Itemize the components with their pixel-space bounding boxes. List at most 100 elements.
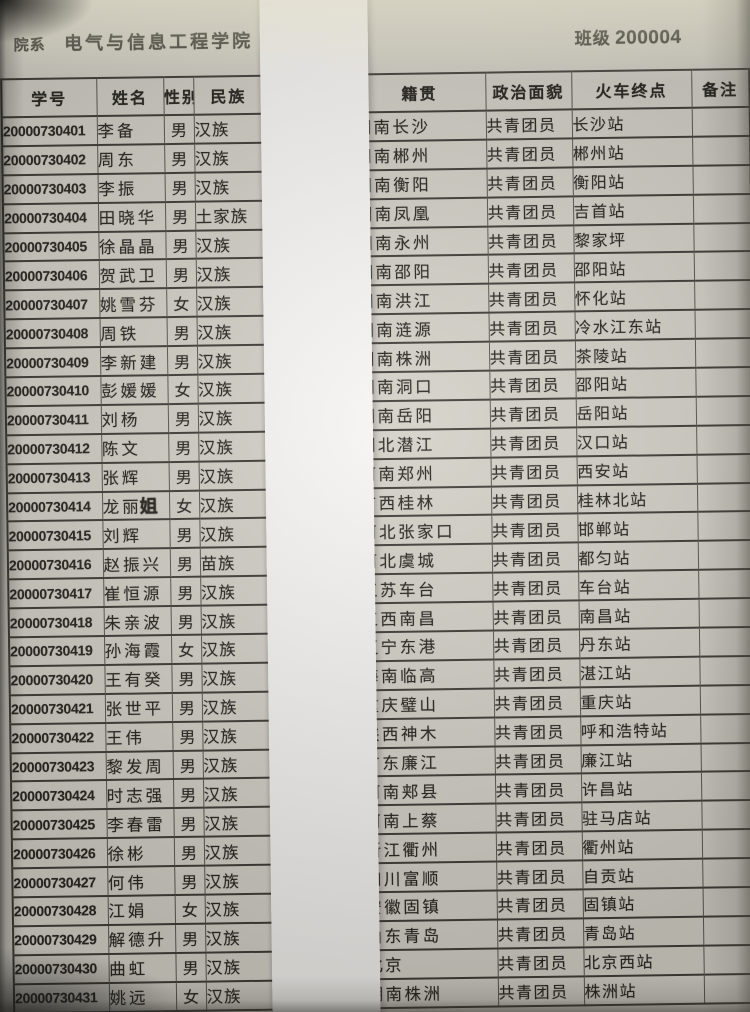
cell-student-id: 20000730426 — [11, 838, 108, 869]
cell-native-place: 湖南岳阳 — [357, 399, 491, 431]
cell-remark — [693, 251, 750, 282]
cell-student-id: 20000730414 — [6, 491, 103, 522]
cell-student-id: 20000730416 — [7, 549, 104, 580]
cell-gender: 女 — [168, 490, 200, 520]
cell-name: 姚雪芬 — [99, 288, 167, 319]
cell-political-status: 共青团员 — [496, 918, 584, 949]
cell-native-place: 广东廉江 — [362, 746, 495, 777]
column-header: 姓名 — [96, 77, 164, 117]
cell-gender: 男 — [170, 605, 201, 636]
cell-remark — [702, 858, 750, 888]
cell-native-place: 浙江衢州 — [363, 832, 497, 864]
cell-ethnicity: 汉族 — [202, 749, 273, 780]
cell-gender: 女 — [175, 981, 207, 1011]
cell-train-terminal: 邵阳站 — [573, 252, 695, 283]
cell-gender: 男 — [168, 432, 199, 462]
cell-political-status: 共青团员 — [490, 456, 577, 487]
cell-ethnicity: 汉族 — [200, 604, 271, 635]
cell-political-status: 共青团员 — [488, 282, 575, 313]
column-header: 籍贯 — [353, 72, 486, 113]
cell-train-terminal: 丹东站 — [578, 627, 700, 659]
cell-ethnicity: 汉族 — [198, 489, 270, 520]
cell-native-place: 湖北潜江 — [358, 428, 491, 460]
cell-ethnicity: 汉族 — [205, 980, 277, 1011]
cell-name: 江娟 — [107, 895, 176, 925]
cell-remark — [694, 280, 750, 310]
cell-train-terminal: 驻马店站 — [581, 801, 702, 832]
cell-gender: 男 — [171, 692, 203, 722]
cell-student-id: 20000730422 — [10, 722, 106, 753]
cell-ethnicity: 汉族 — [204, 893, 275, 924]
cell-name: 龙丽姐 — [101, 490, 170, 521]
cell-train-terminal: 岳阳站 — [575, 396, 697, 428]
cell-student-id: 20000730423 — [10, 751, 106, 782]
cell-gender: 男 — [169, 548, 201, 578]
cell-political-status: 共青团员 — [494, 744, 581, 776]
cell-name: 刘杨 — [100, 403, 169, 434]
cell-native-place: 河北虞城 — [359, 543, 493, 575]
cell-train-terminal: 呼和浩特站 — [580, 714, 701, 745]
cell-remark — [694, 338, 750, 368]
cell-native-place: 陕西神木 — [362, 717, 495, 749]
cell-political-status: 共青团员 — [493, 687, 581, 718]
cell-ethnicity: 汉族 — [199, 518, 270, 549]
column-header: 火车终点 — [571, 69, 692, 110]
cell-ethnicity: 汉族 — [203, 835, 275, 866]
cell-name: 徐晶晶 — [98, 230, 166, 261]
cell-name: 赵振兴 — [102, 548, 171, 579]
cell-gender: 男 — [164, 201, 196, 231]
cell-political-status: 共青团员 — [487, 224, 574, 256]
cell-native-place: 湖南株洲 — [356, 341, 490, 373]
cell-remark — [692, 164, 750, 195]
cell-remark — [700, 713, 750, 744]
cell-remark — [696, 424, 750, 455]
cell-train-terminal: 吉首站 — [572, 194, 694, 225]
cell-ethnicity: 汉族 — [197, 373, 268, 404]
cell-train-terminal: 湛江站 — [579, 656, 700, 688]
cell-remark — [701, 800, 750, 830]
cell-political-status: 共青团员 — [489, 398, 577, 429]
cell-student-id: 20000730401 — [1, 116, 98, 147]
cell-train-terminal: 邯郸站 — [577, 512, 698, 543]
cell-train-terminal: 黎家坪 — [573, 223, 694, 254]
cell-remark — [701, 829, 750, 859]
cell-political-status: 共青团员 — [486, 138, 573, 169]
cell-political-status: 共青团员 — [496, 889, 583, 920]
cell-political-status: 共青团员 — [486, 196, 574, 227]
cell-train-terminal: 怀化站 — [574, 281, 695, 312]
cell-train-terminal: 郴州站 — [572, 136, 693, 168]
cell-remark — [696, 453, 750, 484]
cell-ethnicity: 汉族 — [197, 402, 269, 433]
cell-name: 张世平 — [104, 692, 173, 723]
paper-strip-overlay — [259, 0, 381, 1012]
cell-remark — [695, 395, 750, 426]
cell-student-id: 20000730404 — [2, 202, 99, 233]
cell-gender: 男 — [166, 316, 197, 347]
cell-ethnicity: 汉族 — [203, 807, 274, 837]
cell-name: 解德升 — [108, 923, 176, 954]
cell-native-place: 江西南昌 — [360, 601, 493, 633]
cell-student-id: 20000730409 — [4, 347, 101, 378]
cell-train-terminal: 重庆站 — [579, 685, 701, 717]
cell-political-status: 共青团员 — [493, 658, 580, 689]
cell-native-place: 河南郏县 — [362, 775, 496, 806]
cell-train-terminal: 自贡站 — [582, 858, 703, 890]
cell-remark — [698, 598, 750, 628]
cell-train-terminal: 茶陵站 — [574, 338, 696, 370]
cell-gender: 女 — [174, 894, 206, 924]
cell-gender: 男 — [172, 779, 204, 809]
cell-name: 陈文 — [101, 432, 169, 463]
cell-native-place: 江苏车台 — [360, 572, 493, 604]
class-number: 200004 — [614, 26, 682, 49]
cell-student-id: 20000730410 — [5, 376, 101, 407]
cell-ethnicity: 汉族 — [201, 662, 272, 693]
cell-name: 李春雷 — [106, 808, 174, 839]
column-header: 学号 — [1, 78, 97, 118]
cell-gender: 男 — [172, 750, 203, 780]
cell-political-status: 共青团员 — [494, 773, 582, 804]
cell-political-status: 共青团员 — [491, 542, 579, 573]
cell-student-id: 20000730402 — [2, 144, 98, 176]
cell-remark — [698, 626, 750, 657]
cell-gender: 男 — [175, 952, 206, 982]
cell-student-id: 20000730418 — [8, 607, 104, 638]
